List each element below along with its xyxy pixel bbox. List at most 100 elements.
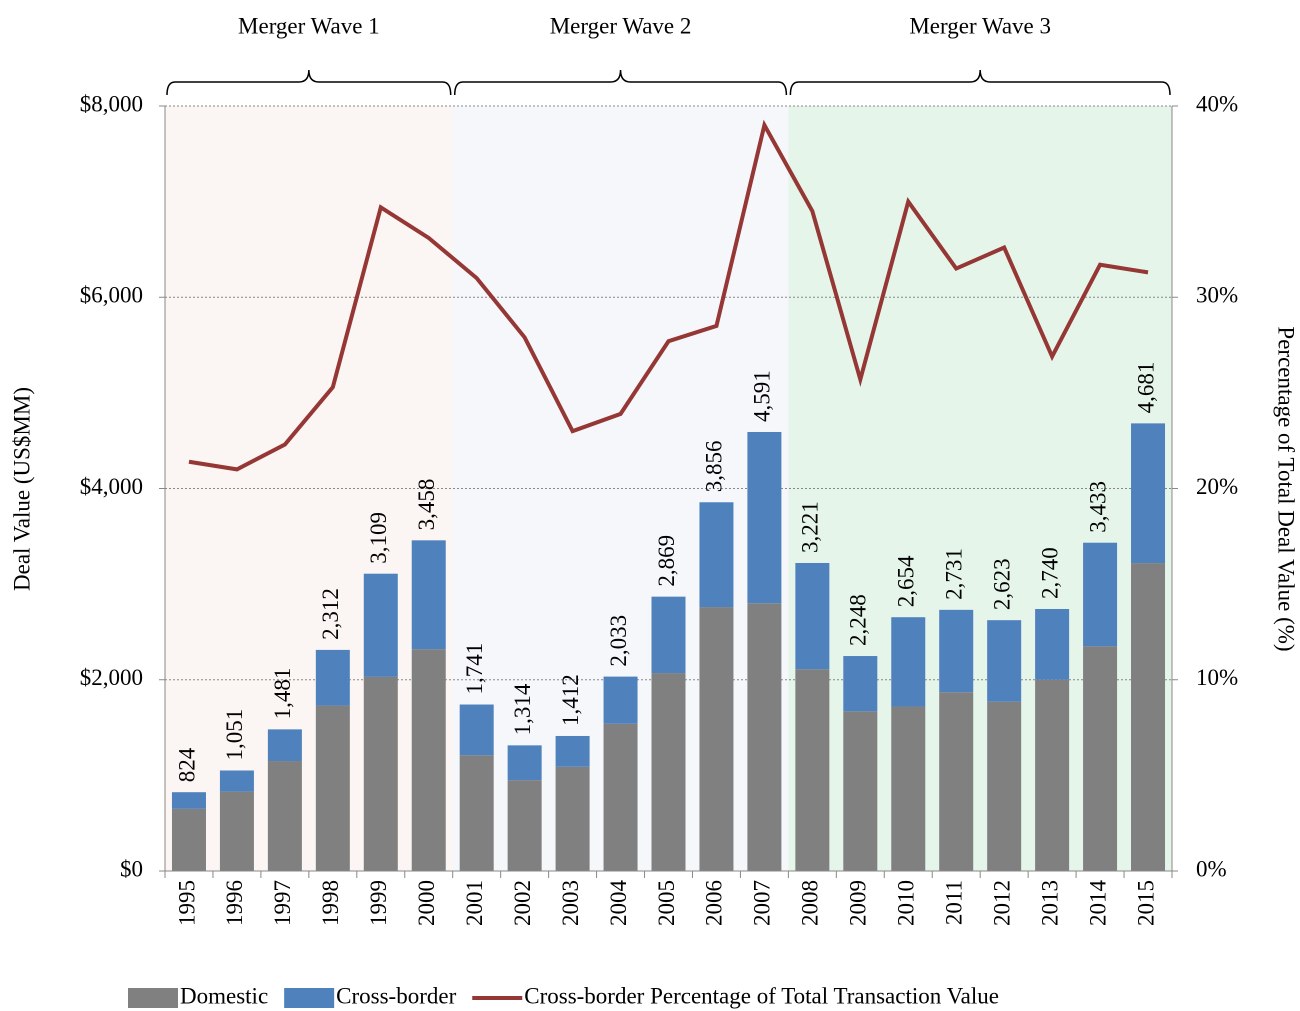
x-tick-label: 1996 bbox=[222, 880, 247, 926]
total-label: 824 bbox=[174, 747, 199, 782]
bar bbox=[267, 761, 302, 871]
bar bbox=[939, 692, 974, 871]
legend-swatch bbox=[128, 988, 178, 1008]
bar bbox=[411, 649, 446, 871]
bar bbox=[795, 562, 830, 670]
total-label: 2,869 bbox=[654, 535, 679, 587]
bar bbox=[1131, 563, 1166, 871]
bar bbox=[1131, 423, 1166, 564]
total-label: 2,654 bbox=[894, 555, 919, 607]
bar bbox=[411, 540, 446, 650]
bar bbox=[651, 596, 686, 674]
bar bbox=[219, 770, 254, 792]
y-tick-label: $0 bbox=[120, 856, 143, 881]
bar bbox=[507, 745, 542, 781]
x-tick-label: 2014 bbox=[1085, 880, 1110, 927]
bar bbox=[507, 780, 542, 871]
total-label: 4,681 bbox=[1133, 362, 1158, 414]
y2-tick-label: 40% bbox=[1196, 91, 1238, 116]
bar bbox=[1083, 542, 1118, 647]
total-label: 2,740 bbox=[1037, 547, 1062, 599]
bar bbox=[363, 676, 398, 871]
total-label: 3,458 bbox=[414, 479, 439, 531]
wave-brace bbox=[166, 69, 452, 96]
bar bbox=[603, 676, 638, 724]
bar bbox=[315, 649, 350, 706]
legend-label: Domestic bbox=[180, 983, 268, 1008]
y2-tick-label: 20% bbox=[1196, 474, 1238, 499]
bar bbox=[843, 711, 878, 871]
x-tick-label: 2001 bbox=[462, 880, 487, 926]
x-tick-label: 2011 bbox=[941, 880, 966, 925]
x-tick-label: 1999 bbox=[366, 880, 391, 926]
bar bbox=[603, 723, 638, 871]
bar bbox=[987, 620, 1022, 702]
total-label: 2,248 bbox=[846, 594, 871, 646]
total-label: 3,221 bbox=[798, 501, 823, 553]
total-label: 2,731 bbox=[941, 548, 966, 600]
bar bbox=[171, 792, 206, 809]
legend-label: Cross-border Percentage of Total Transac… bbox=[524, 983, 999, 1008]
legend-label: Cross-border bbox=[336, 983, 456, 1008]
total-label: 1,741 bbox=[462, 643, 487, 695]
bar bbox=[171, 808, 206, 871]
bar bbox=[747, 431, 782, 604]
wave-region bbox=[165, 106, 453, 871]
x-tick-label: 2004 bbox=[606, 880, 631, 927]
bar bbox=[219, 791, 254, 871]
wave-label: Merger Wave 3 bbox=[909, 13, 1051, 38]
x-tick-label: 2007 bbox=[750, 880, 775, 926]
line bbox=[188, 119, 1149, 472]
total-label: 2,312 bbox=[318, 588, 343, 640]
x-tick-label: 2008 bbox=[798, 880, 823, 926]
y-axis-title: Deal Value (US$MM) bbox=[9, 387, 34, 591]
legend: Domestic Cross-border Cross-border Percent… bbox=[128, 983, 999, 1008]
x-tick-label: 2009 bbox=[846, 880, 871, 926]
y2-axis-title: Percentage of Total Deal Value (%) bbox=[1274, 326, 1299, 651]
wave-label: Merger Wave 1 bbox=[238, 13, 380, 38]
x-tick-label: 2012 bbox=[989, 880, 1014, 926]
x-tick-label: 2015 bbox=[1133, 880, 1158, 926]
total-label: 2,623 bbox=[989, 558, 1014, 610]
total-label: 3,856 bbox=[702, 441, 727, 493]
y2-tick-label: 0% bbox=[1196, 856, 1227, 881]
bar bbox=[699, 607, 734, 871]
bar bbox=[747, 603, 782, 871]
total-label: 4,591 bbox=[750, 370, 775, 422]
total-label: 1,481 bbox=[270, 668, 295, 720]
bar bbox=[267, 729, 302, 762]
x-tick-label: 2006 bbox=[702, 880, 727, 926]
x-tick-label: 2000 bbox=[414, 880, 439, 926]
bar bbox=[843, 656, 878, 712]
x-tick-label: 1998 bbox=[318, 880, 343, 926]
bar bbox=[555, 735, 590, 767]
y2-tick-label: 30% bbox=[1196, 283, 1238, 308]
x-tick-label: 2010 bbox=[894, 880, 919, 926]
bar bbox=[555, 766, 590, 871]
wave-brace bbox=[789, 69, 1171, 96]
bar bbox=[1035, 679, 1070, 871]
total-label: 1,051 bbox=[222, 709, 247, 761]
bar bbox=[891, 706, 926, 871]
x-tick-label: 2013 bbox=[1037, 880, 1062, 926]
total-label: 3,109 bbox=[366, 512, 391, 564]
x-tick-label: 1995 bbox=[174, 880, 199, 926]
x-tick-label: 2002 bbox=[510, 880, 535, 926]
total-label: 2,033 bbox=[606, 615, 631, 667]
bar bbox=[651, 673, 686, 871]
bar bbox=[987, 701, 1022, 871]
x-tick-label: 2005 bbox=[654, 880, 679, 926]
bar bbox=[363, 573, 398, 677]
bar bbox=[315, 705, 350, 871]
y-tick-label: $2,000 bbox=[80, 665, 143, 690]
bar bbox=[699, 502, 734, 608]
bar bbox=[459, 704, 494, 756]
bar bbox=[891, 617, 926, 707]
x-tick-label: 2003 bbox=[558, 880, 583, 926]
wave-brace bbox=[453, 69, 788, 96]
bar bbox=[1083, 646, 1118, 871]
bar bbox=[795, 669, 830, 871]
y-tick-label: $6,000 bbox=[80, 283, 143, 308]
total-label: 1,314 bbox=[510, 683, 535, 735]
